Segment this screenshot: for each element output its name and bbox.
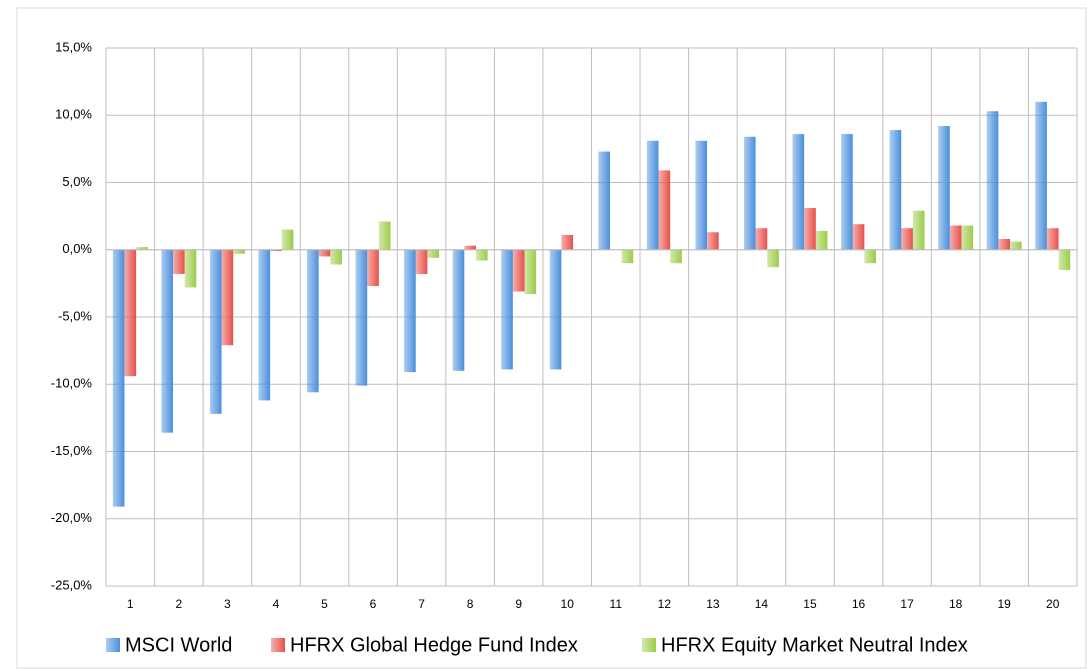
- bar: [549, 249, 562, 370]
- x-tick-label: 2: [175, 597, 182, 611]
- bar: [743, 136, 756, 250]
- bar: [998, 238, 1011, 250]
- x-tick-label: 10: [561, 597, 575, 611]
- bar: [404, 249, 416, 373]
- bar: [815, 230, 828, 250]
- bar: [330, 249, 342, 265]
- bar: [658, 170, 671, 250]
- bar: [852, 224, 865, 250]
- bar: [501, 249, 513, 370]
- bar: [184, 249, 197, 288]
- bar: [695, 140, 708, 250]
- bar: [464, 245, 476, 250]
- x-tick-label: 16: [852, 597, 866, 611]
- bar: [1035, 101, 1047, 250]
- bar: [318, 249, 331, 257]
- x-tick-label: 14: [755, 597, 769, 611]
- bar: [986, 111, 999, 250]
- y-tick-label: 0,0%: [62, 241, 92, 256]
- x-tick-label: 17: [900, 597, 914, 611]
- legend-swatch: [642, 638, 656, 652]
- bar: [1010, 241, 1022, 250]
- bar: [646, 140, 659, 250]
- bar: [598, 151, 610, 250]
- bar: [452, 249, 465, 371]
- x-tick-label: 1: [127, 597, 134, 611]
- bar: [221, 249, 234, 346]
- x-tick-label: 11: [610, 597, 623, 611]
- bar: [172, 249, 185, 274]
- y-tick-label: -15,0%: [51, 443, 93, 458]
- x-tick-label: 9: [515, 597, 522, 611]
- bar: [512, 249, 525, 292]
- bar: [889, 130, 902, 250]
- bar: [475, 249, 488, 261]
- bar: [767, 249, 779, 268]
- x-tick-label: 5: [321, 597, 328, 611]
- x-tick-label: 12: [658, 597, 672, 611]
- x-tick-label: 4: [273, 597, 280, 611]
- x-tick-label: 20: [1046, 597, 1060, 611]
- x-tick-label: 6: [370, 597, 377, 611]
- legend-swatch: [271, 638, 285, 652]
- bar: [281, 229, 294, 250]
- bar: [270, 249, 282, 252]
- legend-label: HFRX Equity Market Neutral Index: [661, 634, 968, 656]
- bar: [415, 249, 428, 274]
- y-tick-label: 10,0%: [55, 107, 92, 122]
- legend-label: HFRX Global Hedge Fund Index: [290, 634, 578, 656]
- bar: [1058, 249, 1071, 270]
- bar: [124, 249, 137, 377]
- bar: [427, 249, 440, 258]
- y-tick-label: -5,0%: [58, 308, 92, 323]
- y-tick-label: -25,0%: [51, 577, 93, 592]
- bar: [864, 249, 877, 264]
- bar: [306, 249, 319, 393]
- bar: [901, 228, 913, 250]
- bar: [912, 210, 925, 250]
- bar: [209, 249, 222, 414]
- bar: [792, 134, 805, 250]
- bar: [561, 234, 574, 250]
- legend-label: MSCI World: [125, 634, 232, 656]
- x-tick-label: 13: [706, 597, 720, 611]
- bar: [136, 247, 148, 250]
- y-tick-label: 15,0%: [55, 39, 92, 54]
- y-tick-label: 5,0%: [62, 174, 92, 189]
- x-tick-label: 8: [467, 597, 474, 611]
- y-tick-label: -10,0%: [51, 376, 93, 391]
- bar: [112, 249, 125, 507]
- x-tick-label: 3: [224, 597, 231, 611]
- bar: [670, 249, 682, 264]
- legend-swatch: [106, 638, 120, 652]
- bar: [961, 225, 974, 250]
- bar: [938, 126, 950, 250]
- x-tick-label: 19: [997, 597, 1011, 611]
- bar: [949, 225, 962, 250]
- bar: [355, 249, 368, 386]
- bar: [1046, 228, 1059, 250]
- bar: [841, 134, 853, 250]
- bar: [258, 249, 271, 401]
- bar: [524, 249, 537, 295]
- x-tick-label: 7: [418, 597, 425, 611]
- bar: [367, 249, 379, 287]
- bar: [233, 249, 245, 254]
- bar: [378, 221, 391, 250]
- y-tick-label: -20,0%: [51, 510, 93, 525]
- bar: [161, 249, 173, 433]
- bar: [755, 228, 768, 250]
- x-tick-label: 18: [949, 597, 963, 611]
- bar: [707, 232, 719, 250]
- bar: [804, 208, 816, 250]
- bar: [621, 249, 634, 264]
- x-tick-label: 15: [803, 597, 817, 611]
